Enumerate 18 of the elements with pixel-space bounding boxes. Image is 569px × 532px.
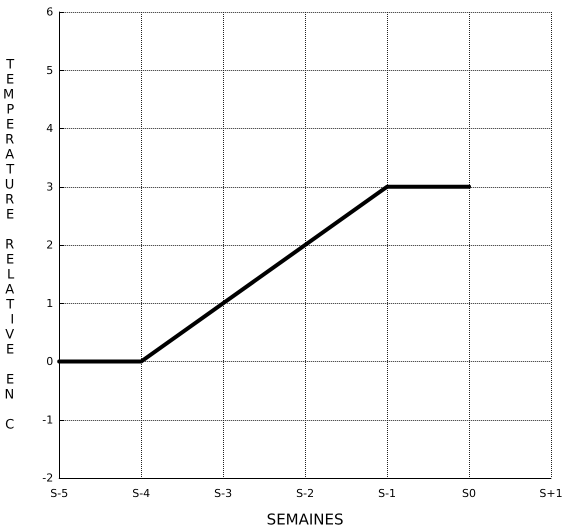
y-tick-label: -2 xyxy=(42,472,54,484)
y-tick-label: -1 xyxy=(42,413,54,426)
x-tick-label: S-5 xyxy=(50,487,68,500)
x-tick-label: S-3 xyxy=(214,487,232,500)
text: TEMPERATURE RELATIVE EN C xyxy=(3,58,14,432)
x-tick-label: S-1 xyxy=(378,487,396,500)
y-tick-label: 0 xyxy=(46,355,54,368)
y-tick-label: 1 xyxy=(46,296,54,310)
x-tick-label: S-2 xyxy=(296,487,314,500)
x-tick-label: S+1 xyxy=(539,487,563,500)
x-tick-label: S-4 xyxy=(132,487,150,500)
y-tick-label: 3 xyxy=(46,180,54,194)
y-tick-label: 6 xyxy=(46,6,54,18)
y-tick-label: 2 xyxy=(46,238,54,252)
x-tick-label: S0 xyxy=(462,487,476,500)
x-axis-title: SEMAINES xyxy=(266,510,344,528)
y-tick-label: 4 xyxy=(46,122,54,135)
y-tick-label: 5 xyxy=(46,64,54,77)
